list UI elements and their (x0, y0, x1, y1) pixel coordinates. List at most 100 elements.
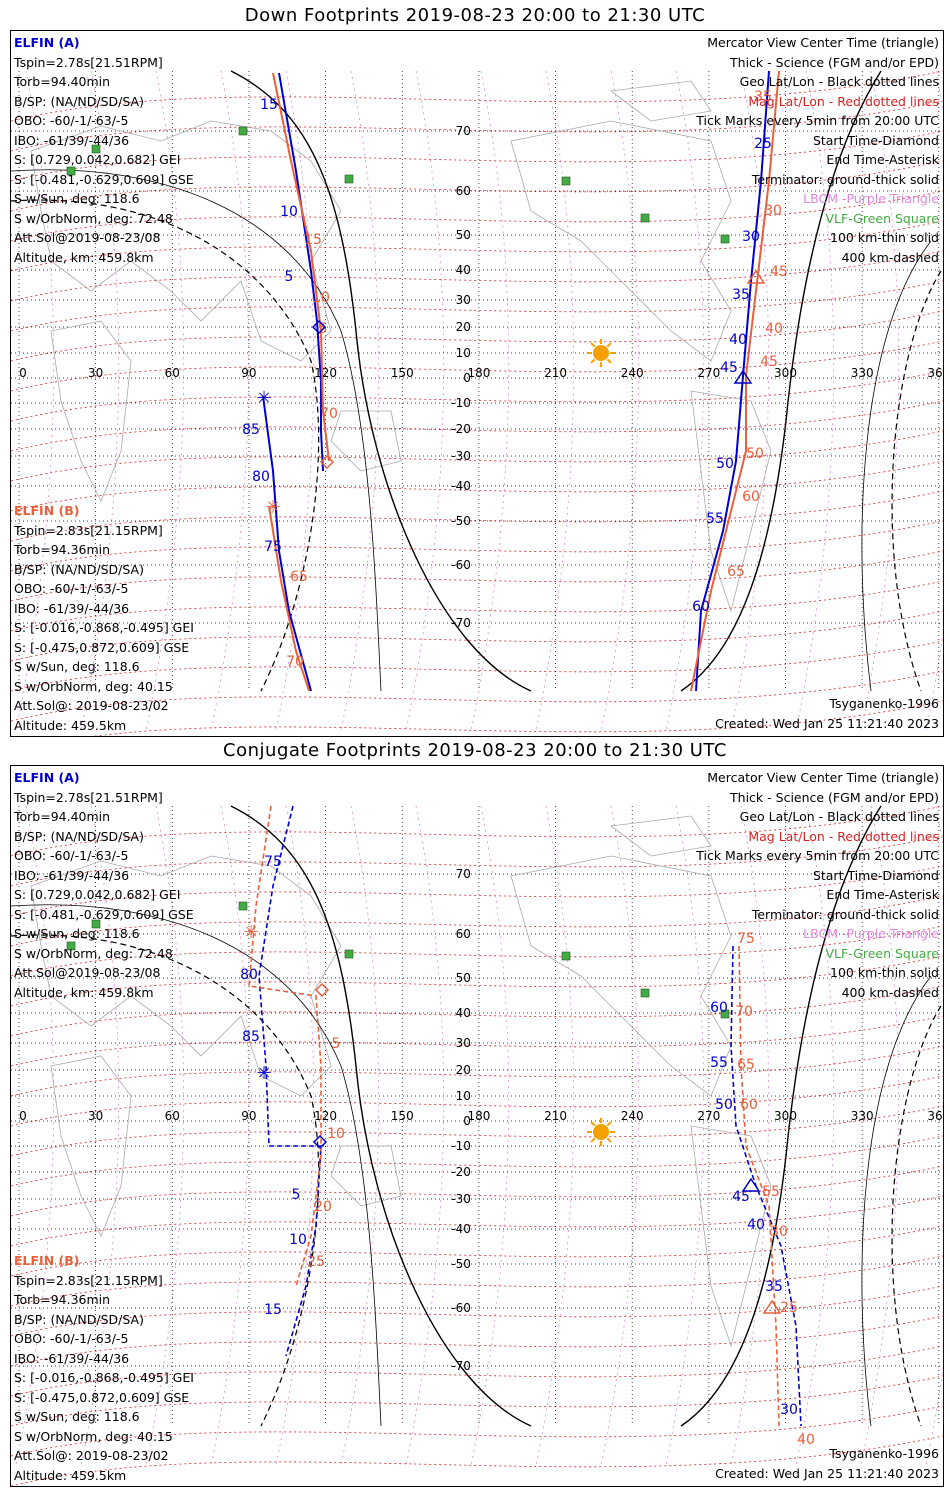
sun-ray (590, 1137, 596, 1143)
elfin-a-track (262, 395, 312, 692)
legend-line: Mercator View Center Time (triangle) (707, 35, 939, 50)
mag-lat-line (11, 580, 943, 632)
mag-lon-line (730, 805, 770, 1467)
elfin-a-track (278, 72, 324, 472)
mag-lon-line (795, 70, 835, 732)
vlf-station-square (238, 901, 248, 911)
info-line: S: [-0.481,-0.629,0.609] GSE (14, 906, 194, 922)
info-line: OBO: -60/-1/-63/-5 (14, 848, 129, 863)
vlf-station-square (640, 213, 650, 223)
elfin-b-time-label: 25 (307, 1254, 325, 1270)
legend-line: Tick Marks every 5min from 20:00 UTC (696, 113, 939, 128)
sun-ray (590, 342, 596, 348)
mag-lat-line (11, 1075, 943, 1127)
elfin-b-time-label: 50 (746, 446, 764, 462)
center-triangle-marker (746, 269, 766, 284)
mag-lon-line (535, 805, 575, 1467)
vlf-station-square (238, 126, 248, 136)
lon-tick-label: 60 (165, 366, 180, 380)
lat-tick-label: -10 (451, 1139, 471, 1153)
mag-lat-line (11, 1045, 943, 1097)
lat-tick-label: 30 (456, 1036, 471, 1050)
elfin-b-time-label: 60 (742, 489, 760, 505)
mag-lat-line (11, 250, 943, 302)
mag-lon-line (145, 70, 185, 732)
lat-tick-label: -50 (451, 514, 471, 528)
created-timestamp: Created: Wed Jan 25 11:21:40 2023 (715, 715, 939, 731)
elfin-a-time-label: 75 (264, 539, 282, 555)
elfin-b-track (248, 805, 322, 1287)
elfin-b-info: ELFIN (B) Tspin=2.83s[21.15RPM] Torb=94.… (14, 501, 194, 735)
mag-lat-line (11, 1195, 943, 1247)
lon-tick-label: 90 (241, 366, 256, 380)
elfin-a-label: ELFIN (A) (14, 770, 80, 785)
elfin-b-info: ELFIN (B) Tspin=2.83s[21.15RPM] Torb=94.… (14, 1251, 194, 1485)
legend-line: 400 km-dashed (841, 249, 939, 265)
vlf-station-square (66, 166, 76, 176)
info-line: B/SP: (NA/ND/SD/SA) (14, 828, 144, 844)
lat-tick-label: -30 (451, 449, 471, 463)
lat-tick-label: -60 (451, 1301, 471, 1315)
elfin-b-time-label: 70 (320, 406, 338, 422)
legend-line: Geo Lat/Lon - Black dotted lines (739, 809, 939, 824)
info-line: Torb=94.36min (14, 542, 111, 557)
mag-lon-line (600, 805, 640, 1467)
lat-tick-label: 30 (456, 293, 471, 307)
vlf-station-square (561, 951, 571, 961)
mag-lat-line (11, 1345, 943, 1397)
info-line: S: [0.729,0.042,0.682] GEI (14, 152, 181, 167)
mag-lat-line (11, 670, 943, 722)
model-footer: Tsyganenko-1996 Created: Wed Jan 25 11:2… (715, 694, 939, 733)
mag-lat-line (11, 550, 943, 602)
sun-ray (606, 342, 612, 348)
terminator-400km (891, 1005, 942, 1427)
elfin-a-info: ELFIN (A) Tspin=2.78s[21.51RPM] Torb=94.… (14, 33, 194, 267)
elfin-a-time-label: 50 (716, 456, 734, 472)
terminator-100km (861, 240, 932, 692)
elfin-a-info: ELFIN (A) Tspin=2.78s[21.51RPM] Torb=94.… (14, 768, 194, 1002)
elfin-a-time-label: 5 (285, 269, 294, 285)
elfin-a-time-label: 15 (260, 97, 278, 113)
elfin-b-time-label: 10 (312, 290, 330, 306)
mag-lon-line (470, 70, 510, 732)
mag-lon-line (405, 70, 445, 732)
elfin-a-track (695, 70, 770, 692)
mag-lon-line (860, 70, 900, 732)
elfin-a-time-label: 50 (715, 1097, 733, 1113)
legend-line: Thick - Science (FGM and/or EPD) (730, 789, 939, 805)
info-line: S: [-0.016,-0.868,-0.495] GEI (14, 620, 194, 635)
elfin-b-label: ELFIN (B) (14, 503, 80, 518)
mag-lat-line (11, 100, 943, 152)
mag-lon-line (860, 805, 900, 1467)
continent-outline (690, 390, 772, 613)
mag-lat-line (11, 130, 943, 182)
elfin-a-time-label: 35 (765, 1279, 783, 1295)
elfin-a-label: ELFIN (A) (14, 35, 80, 50)
sun-ray (606, 1121, 612, 1127)
mag-lon-line (15, 70, 55, 732)
mag-lat-line (11, 1225, 943, 1277)
lon-tick-label: 210 (544, 366, 567, 380)
info-line: S w/OrbNorm, deg: 72.48 (14, 945, 173, 961)
mag-lat-line (11, 160, 943, 212)
vlf-station-square (720, 1009, 730, 1019)
legend-line: Mag Lat/Lon - Red dotted lines (748, 93, 939, 109)
legend-line: VLF-Green Square (825, 210, 939, 226)
info-line: S: [0.729,0.042,0.682] GEI (14, 887, 181, 902)
lat-tick-label: -30 (451, 1192, 471, 1206)
center-triangle-marker (741, 1177, 761, 1192)
info-line: IBO: -61/39/-44/36 (14, 132, 130, 148)
mag-lon-line (275, 805, 315, 1467)
info-line: OBO: -60/-1/-63/-5 (14, 113, 129, 128)
elfin-a-time-label: 10 (289, 1232, 307, 1248)
lat-tick-label: -70 (451, 616, 471, 630)
vlf-station-square (640, 988, 650, 998)
panel-title: Down Footprints 2019-08-23 20:00 to 21:3… (244, 5, 706, 26)
elfin-a-time-label: 10 (280, 204, 298, 220)
elfin-b-track (738, 945, 780, 1427)
legend-line: End Time-Asterisk (826, 152, 939, 167)
lon-tick-label: 150 (391, 366, 414, 380)
mag-lat-line (11, 310, 943, 362)
mag-lat-line (11, 865, 943, 917)
terminator-400km (11, 934, 320, 1427)
